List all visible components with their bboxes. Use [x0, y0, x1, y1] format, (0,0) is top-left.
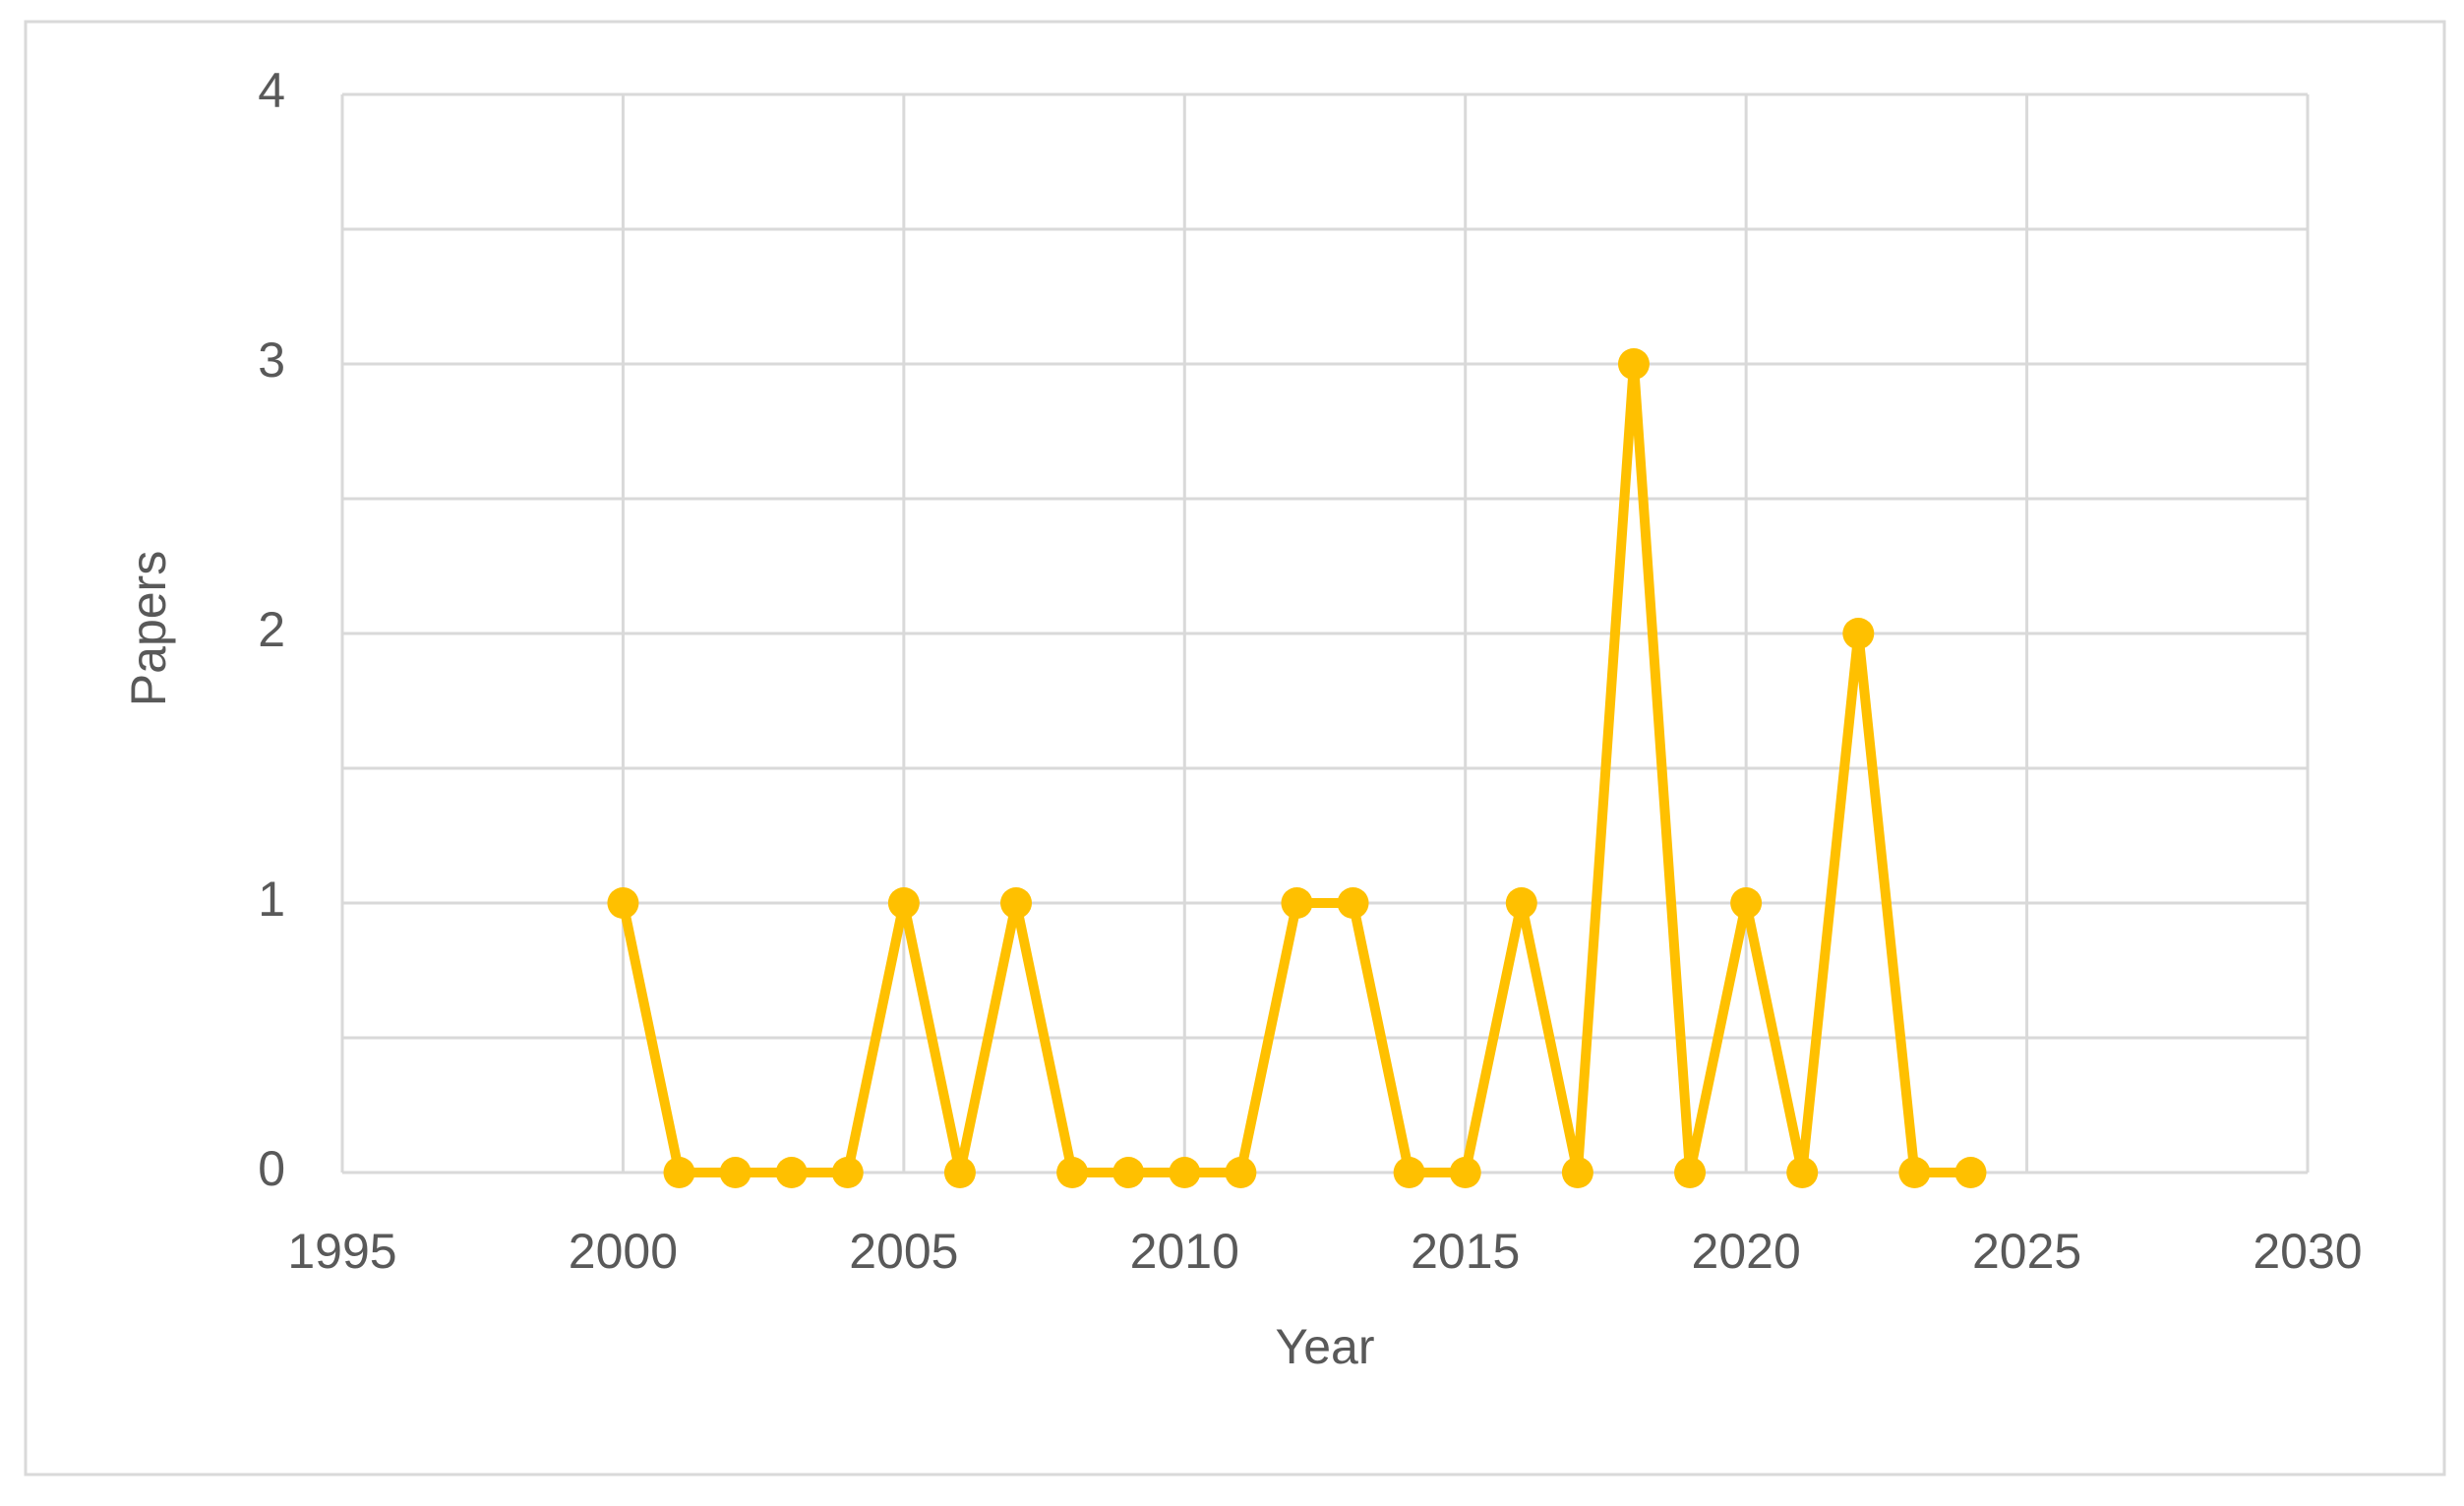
marker [887, 887, 920, 919]
marker [607, 887, 639, 919]
marker [1842, 618, 1875, 649]
marker [1169, 1157, 1201, 1188]
marker [1674, 1157, 1707, 1188]
marker [1337, 887, 1369, 919]
chart-frame [24, 20, 2446, 1476]
marker [1561, 1157, 1593, 1188]
marker [1056, 1157, 1089, 1188]
marker [1730, 887, 1763, 919]
marker [1617, 348, 1650, 380]
y-tick-label: 3 [258, 332, 285, 388]
marker [1112, 1157, 1145, 1188]
marker [1505, 887, 1537, 919]
x-tick-label: 2010 [1130, 1224, 1239, 1279]
x-tick-label: 2005 [849, 1224, 958, 1279]
x-tick-label: 2020 [1692, 1224, 1801, 1279]
marker [1281, 887, 1313, 919]
y-tick-label: 2 [258, 602, 285, 657]
marker [1000, 887, 1033, 919]
x-tick-label: 2000 [569, 1224, 678, 1279]
marker [1898, 1157, 1931, 1188]
x-tick-label: 2015 [1411, 1224, 1520, 1279]
marker [943, 1157, 976, 1188]
x-axis-label: Year [1275, 1319, 1374, 1374]
x-tick-label: 2030 [2253, 1224, 2362, 1279]
x-tick-label: 2025 [1972, 1224, 2081, 1279]
y-tick-label: 1 [258, 872, 285, 927]
marker [1786, 1157, 1819, 1188]
marker [719, 1157, 751, 1188]
marker [831, 1157, 864, 1188]
marker [1225, 1157, 1257, 1188]
x-tick-label: 1995 [287, 1224, 396, 1279]
marker [1449, 1157, 1481, 1188]
marker [1393, 1157, 1425, 1188]
marker [1954, 1157, 1987, 1188]
marker [663, 1157, 695, 1188]
y-tick-label: 0 [258, 1141, 285, 1196]
y-axis-label: Papers [121, 551, 176, 706]
marker [775, 1157, 808, 1188]
y-tick-label: 4 [258, 63, 285, 118]
